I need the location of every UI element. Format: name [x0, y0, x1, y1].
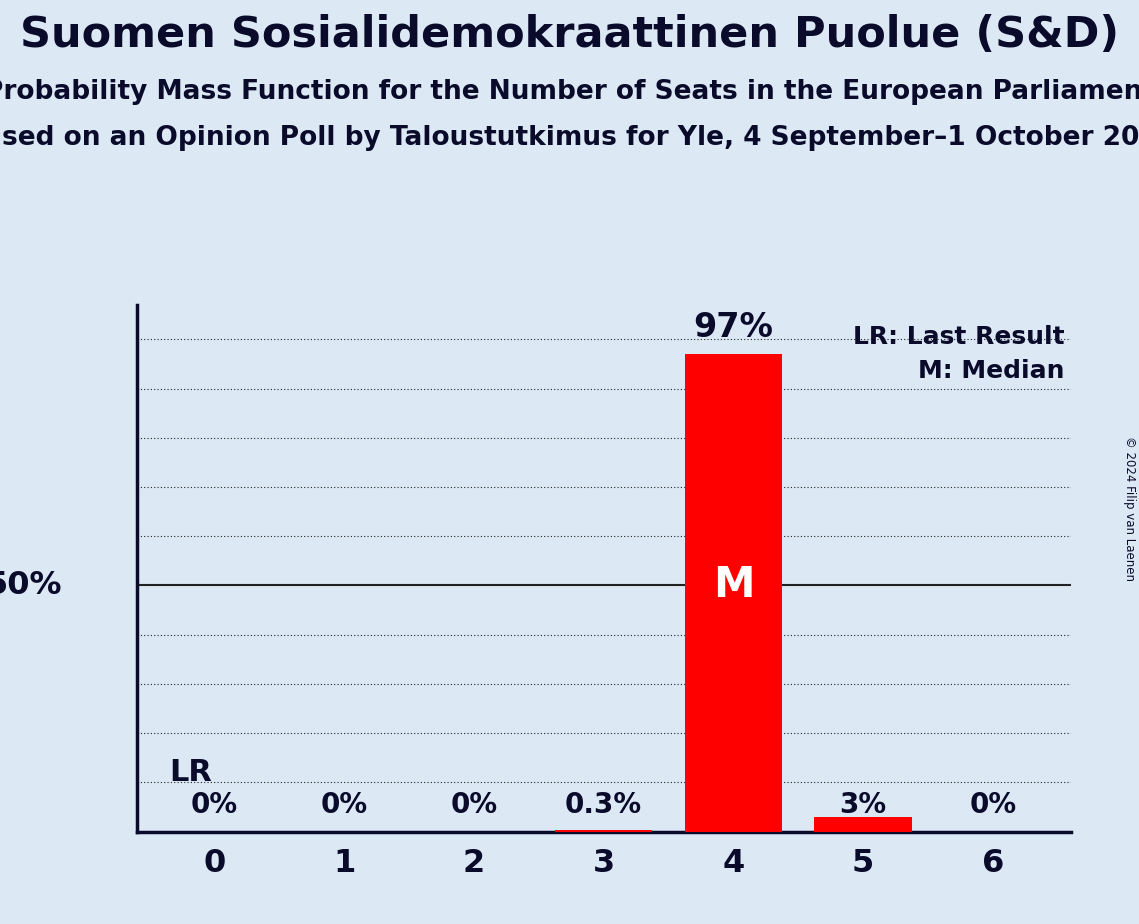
Text: 0%: 0%	[969, 791, 1016, 819]
Bar	[685, 354, 782, 832]
Text: Probability Mass Function for the Number of Seats in the European Parliament: Probability Mass Function for the Number…	[0, 79, 1139, 104]
Text: 50%: 50%	[0, 570, 62, 601]
Text: 0.3%: 0.3%	[565, 791, 642, 819]
Text: LR: Last Result: LR: Last Result	[853, 324, 1064, 348]
Text: 3%: 3%	[839, 791, 886, 819]
Text: Based on an Opinion Poll by Taloustutkimus for Yle, 4 September–1 October 2024: Based on an Opinion Poll by Taloustutkim…	[0, 125, 1139, 151]
Text: LR: LR	[169, 758, 212, 787]
Text: M: Median: M: Median	[918, 359, 1064, 383]
Text: 0%: 0%	[450, 791, 498, 819]
Text: 97%: 97%	[694, 311, 773, 345]
Bar	[555, 830, 653, 832]
Text: 0%: 0%	[321, 791, 368, 819]
Text: M: M	[713, 565, 754, 606]
Bar	[814, 817, 911, 832]
Text: 0%: 0%	[191, 791, 238, 819]
Text: Suomen Sosialidemokraattinen Puolue (S&D): Suomen Sosialidemokraattinen Puolue (S&D…	[21, 14, 1118, 55]
Text: © 2024 Filip van Laenen: © 2024 Filip van Laenen	[1123, 436, 1136, 580]
